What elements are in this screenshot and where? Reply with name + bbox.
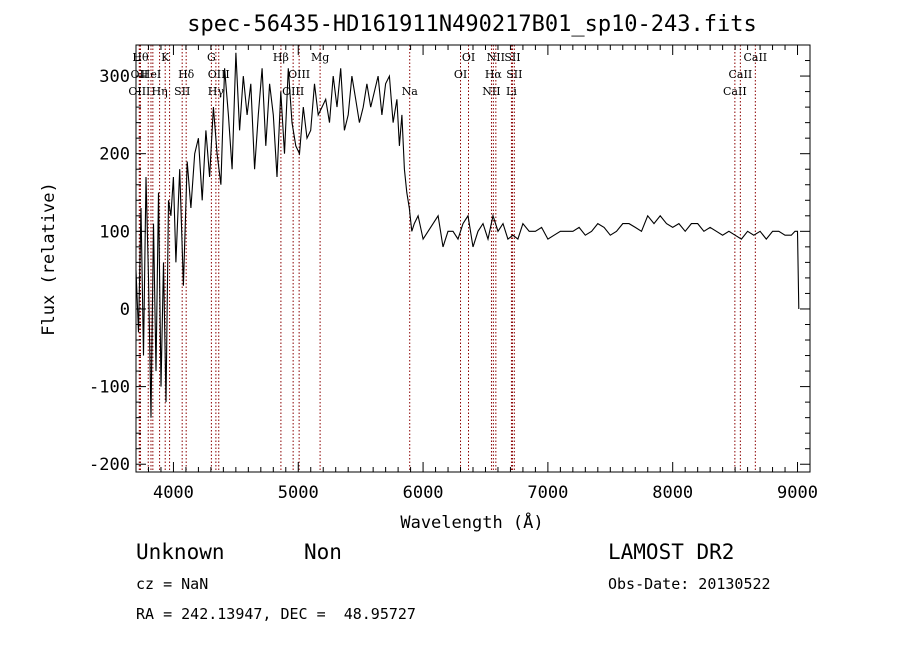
line-marker-label: OI [454, 68, 467, 81]
class-label: Unknown [136, 540, 225, 564]
line-marker-label: CaII [723, 85, 747, 98]
coords-label: RA = 242.13947, DEC = 48.95727 [136, 605, 416, 623]
line-marker-label: Hθ [132, 51, 149, 64]
y-tick-label: -200 [89, 455, 130, 475]
line-marker-label: OI [462, 51, 475, 64]
y-tick-label: 0 [120, 300, 130, 320]
line-marker-label: Mg [311, 51, 329, 64]
line-marker-label: NII [487, 51, 505, 64]
line-marker-label: Hδ [178, 68, 195, 81]
subclass-label: Non [304, 540, 342, 564]
line-marker-label: SII [174, 85, 190, 98]
x-tick-label: 9000 [777, 483, 818, 503]
x-axis-ticks: 4000 5000 6000 7000 8000 9000 [135, 45, 818, 503]
line-marker-label: OII [131, 68, 149, 81]
survey-label: LAMOST DR2 [608, 540, 734, 564]
line-marker-label: OIII [288, 68, 310, 81]
line-marker-label: OIII [282, 85, 304, 98]
line-marker-label: Na [402, 85, 419, 98]
y-axis-title: Flux (relative) [39, 182, 59, 336]
line-marker-label: HeI [141, 68, 161, 81]
x-tick-label: 5000 [278, 483, 319, 503]
line-markers [138, 45, 756, 472]
line-marker-label: NII [482, 85, 500, 98]
y-tick-label: 200 [99, 145, 130, 165]
line-marker-label: CaII [729, 68, 753, 81]
line-marker-label: Hγ [208, 85, 225, 98]
chart-title: spec-56435-HD161911N490217B01_sp10-243.f… [187, 12, 757, 37]
line-marker-label: G [207, 51, 216, 64]
x-axis-title: Wavelength (Å) [400, 511, 543, 533]
line-marker-label: SII [504, 51, 520, 64]
spectrum-series-line [135, 52, 800, 418]
y-tick-label: 100 [99, 222, 130, 242]
y-tick-label: 300 [99, 67, 130, 87]
line-marker-label: Hη [151, 85, 167, 98]
x-tick-label: 6000 [403, 483, 444, 503]
line-marker-label: Hα [485, 68, 503, 81]
obs-date-label: Obs-Date: 20130522 [608, 575, 771, 593]
line-marker-label: Hβ [273, 51, 289, 64]
line-marker-label: Li [506, 85, 517, 98]
cz-label: cz = NaN [136, 575, 208, 593]
y-axis-ticks: -200 -100 0 100 200 300 [89, 44, 810, 475]
x-tick-label: 7000 [527, 483, 568, 503]
line-marker-label: SII [506, 68, 522, 81]
y-tick-label: -100 [89, 378, 130, 398]
plot-frame [135, 44, 811, 473]
line-marker-label: K [161, 51, 170, 64]
line-marker-label: CaII [743, 51, 767, 64]
line-marker-label: OIII [208, 68, 230, 81]
x-tick-label: 4000 [153, 483, 194, 503]
x-tick-label: 8000 [652, 483, 693, 503]
